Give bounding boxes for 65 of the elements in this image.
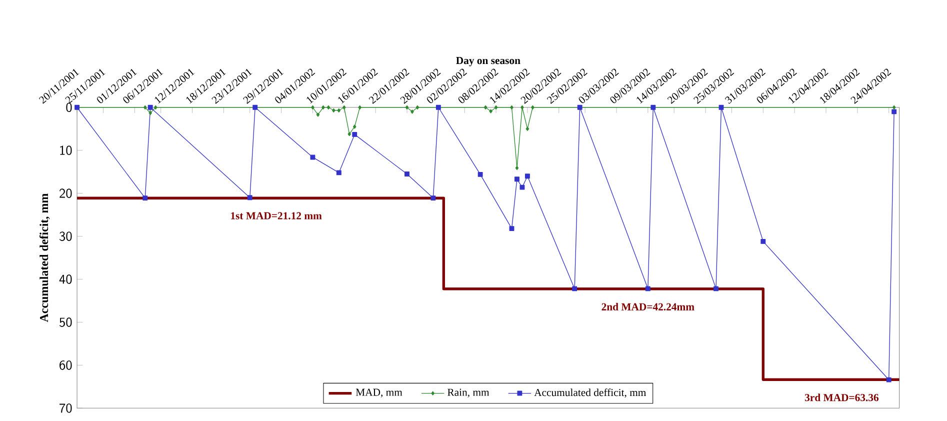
point: [337, 108, 341, 112]
point: [410, 110, 414, 114]
y-tick-label: 20: [60, 188, 72, 198]
point: [348, 132, 352, 136]
point: [572, 286, 578, 292]
point: [886, 377, 892, 382]
y-tick-label: 40: [59, 274, 72, 284]
point: [478, 172, 483, 177]
point: [760, 238, 766, 244]
point: [718, 104, 724, 110]
point: [148, 104, 153, 110]
x-axis-title: Day on season: [456, 56, 520, 66]
legend-label: MAD, mm: [356, 388, 402, 398]
point: [148, 110, 152, 115]
point: [358, 105, 362, 110]
y-tick-label: 10: [60, 146, 72, 155]
point: [352, 132, 358, 137]
point: [510, 105, 514, 110]
annotation: 2nd MAD=42.24mm: [602, 302, 694, 310]
point: [489, 109, 492, 114]
point: [154, 105, 158, 110]
y-tick-label: 30: [60, 232, 72, 241]
point: [484, 105, 488, 110]
point: [892, 105, 896, 110]
point: [509, 226, 514, 231]
legend-label: Rain, mm: [448, 388, 490, 398]
legend-label: Accumulated defficit, mm: [534, 388, 646, 398]
point: [252, 104, 258, 110]
point: [336, 170, 342, 176]
y-tick-label: 70: [60, 403, 72, 413]
point: [520, 105, 524, 110]
point: [531, 105, 534, 110]
point: [514, 176, 520, 182]
point: [650, 104, 656, 110]
point: [247, 195, 252, 200]
y-tick-label: 60: [60, 360, 72, 370]
point: [404, 171, 410, 176]
point: [520, 184, 525, 190]
point: [714, 286, 718, 292]
annotation: 3rd MAD=63.36: [804, 394, 879, 402]
y-tick-label: 0: [66, 102, 72, 112]
point: [436, 104, 441, 110]
point: [494, 105, 498, 110]
point: [892, 109, 897, 114]
point: [326, 105, 330, 110]
point: [352, 124, 356, 129]
point: [311, 105, 314, 110]
annotation: 1st MAD=21.12 mm: [231, 212, 322, 220]
point: [515, 166, 519, 170]
point: [405, 105, 409, 110]
y-tick-label: 50: [60, 317, 72, 327]
point: [332, 108, 336, 112]
point: [524, 174, 530, 179]
point: [316, 112, 320, 117]
y-axis-title: Accumulated deficit, mm: [40, 193, 50, 322]
point: [342, 105, 346, 110]
point: [322, 105, 325, 110]
point: [142, 196, 148, 200]
point: [416, 105, 420, 110]
point: [577, 104, 582, 110]
point: [310, 154, 316, 160]
point: [143, 105, 147, 110]
point: [645, 286, 650, 292]
point: [430, 196, 436, 200]
point: [526, 126, 530, 131]
